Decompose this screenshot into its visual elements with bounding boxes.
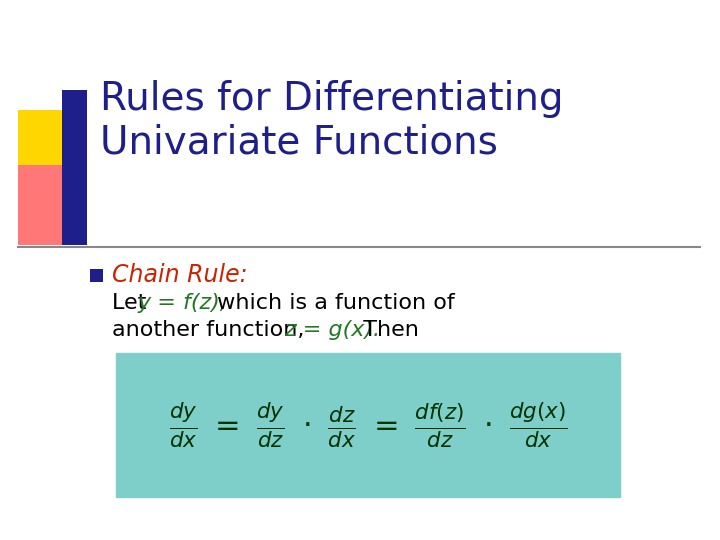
Text: Then: Then (349, 320, 419, 340)
Text: which is a function of: which is a function of (210, 293, 455, 313)
Text: Chain Rule:: Chain Rule: (112, 263, 248, 287)
Text: Rules for Differentiating
Univariate Functions: Rules for Differentiating Univariate Fun… (100, 80, 564, 162)
Text: another function,: another function, (112, 320, 312, 340)
Text: y = f(z),: y = f(z), (138, 293, 228, 313)
Text: z = g(x).: z = g(x). (284, 320, 380, 340)
Bar (18, 110, 73, 190)
Text: $\frac{dy}{dx}\ =\ \frac{dy}{dz}\ \cdot\ \frac{dz}{dx}\ =\ \frac{df(z)}{dz}\ \cd: $\frac{dy}{dx}\ =\ \frac{dy}{dz}\ \cdot\… (168, 400, 567, 450)
Bar (90, 269, 103, 282)
Bar (18, 165, 68, 245)
Text: Let: Let (112, 293, 153, 313)
FancyBboxPatch shape (116, 353, 620, 497)
Bar (62, 90, 87, 245)
